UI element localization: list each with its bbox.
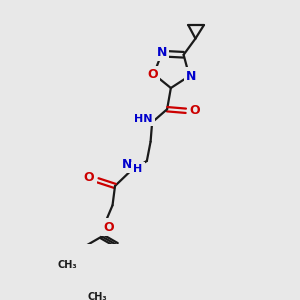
Text: O: O [189, 104, 200, 117]
Text: CH₃: CH₃ [58, 260, 77, 269]
Text: O: O [147, 68, 158, 81]
Text: N: N [186, 70, 196, 83]
Text: HN: HN [134, 114, 153, 124]
Text: O: O [84, 171, 94, 184]
Text: H: H [134, 164, 143, 174]
Text: N: N [157, 46, 167, 59]
Text: CH₃: CH₃ [87, 292, 107, 300]
Text: N: N [122, 158, 132, 171]
Text: O: O [103, 220, 114, 234]
